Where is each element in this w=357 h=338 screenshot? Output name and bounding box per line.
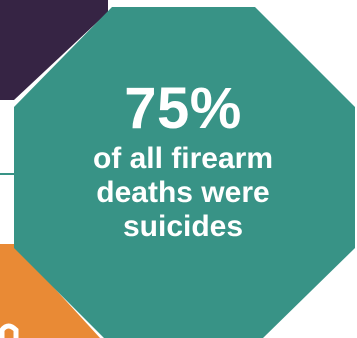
stat-percent: 75% <box>124 76 242 141</box>
stat-octagon <box>14 7 355 338</box>
stat-text-block: 75% of all firearm deaths were suicides <box>53 78 313 244</box>
stat-caption: of all firearm deaths were suicides <box>53 142 313 244</box>
connector-line <box>0 173 22 175</box>
partial-digit-mark <box>0 323 19 338</box>
stat-caption-line-3: suicides <box>122 210 244 243</box>
stat-caption-line-1: of all firearm <box>92 142 274 175</box>
bottom-left-orange-shape <box>0 244 100 338</box>
top-left-purple-shape <box>0 0 108 100</box>
stat-caption-line-2: deaths were <box>96 176 270 209</box>
